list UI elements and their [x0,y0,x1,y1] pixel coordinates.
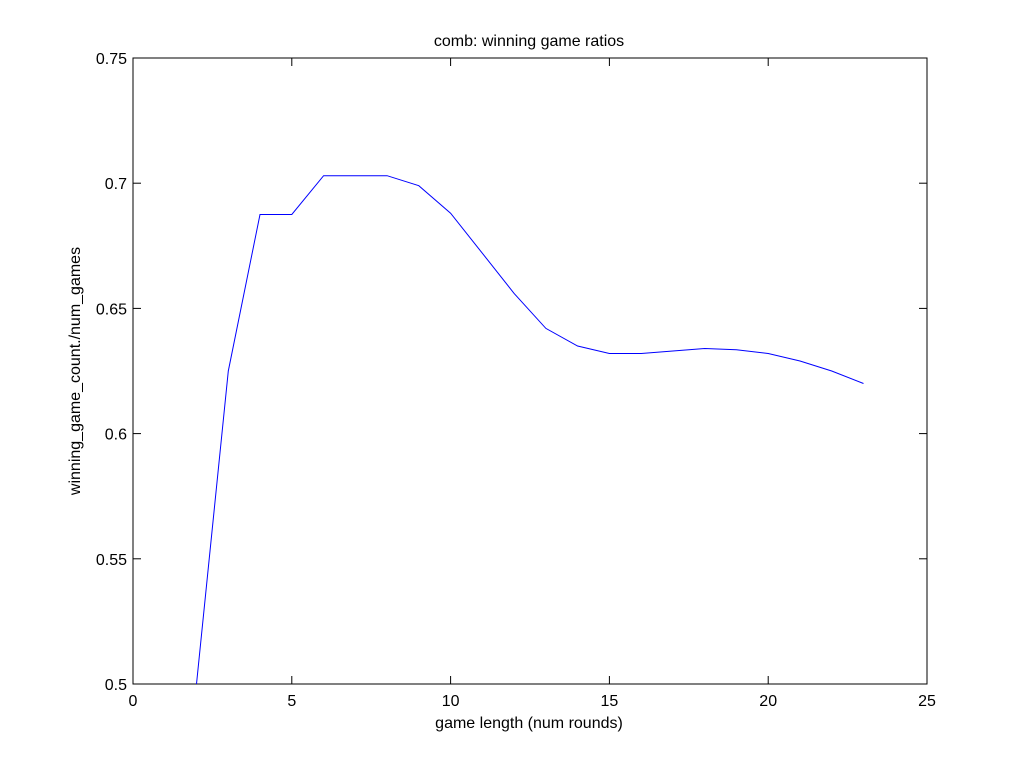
x-tick-label: 0 [129,693,138,710]
x-tick-label: 5 [287,693,296,710]
y-tick-label: 0.55 [96,552,127,569]
x-tick-label: 25 [918,693,936,710]
y-tick-label: 0.65 [96,301,127,318]
series-line [196,175,864,685]
x-tick-label: 10 [442,693,460,710]
chart-title: comb: winning game ratios [434,33,624,50]
x-tick-label: 15 [601,693,619,710]
plot-frame [132,57,928,685]
y-axis-label: winning_game_count./num_games [67,247,84,496]
x-tick-label: 20 [759,693,777,710]
x-axis-label: game length (num rounds) [435,715,623,732]
plot-area: 0 5 10 15 20 25 0.5 0.55 0.6 0.65 0.7 0.75 [96,51,936,710]
y-tick-label: 0.6 [105,427,127,444]
y-tick-label: 0.5 [105,677,127,694]
y-tick-label: 0.7 [105,176,127,193]
y-tick-label: 0.75 [96,51,127,68]
